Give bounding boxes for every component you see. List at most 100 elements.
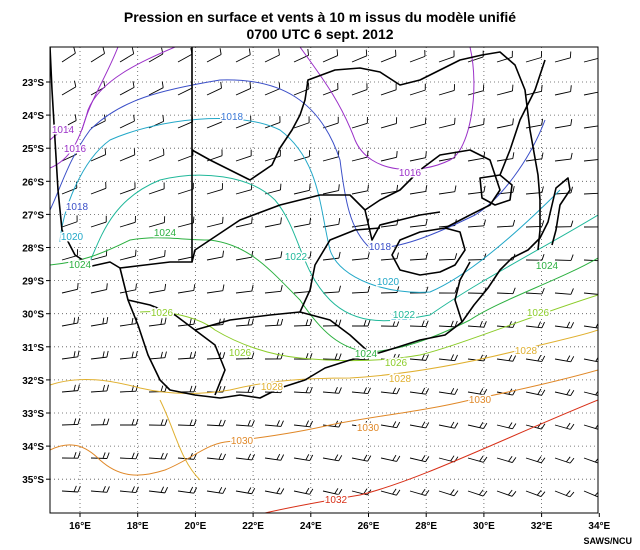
wind-barb: [235, 318, 254, 327]
wind-barb: [119, 215, 136, 228]
wind-barb: [119, 486, 139, 494]
wind-barb: [554, 85, 572, 96]
wind-barb: [496, 253, 516, 261]
isobar-1016: [50, 47, 176, 169]
wind-barb: [525, 456, 546, 464]
wind-barb: [583, 457, 598, 464]
wind-barb: [351, 49, 368, 63]
wind-barb: [293, 150, 311, 162]
isobar-label: 1024: [154, 228, 177, 239]
latitude-label: 34°S: [22, 442, 44, 453]
wind-barb: [206, 453, 226, 461]
isobar-label: 1026: [229, 348, 252, 359]
wind-barb: [90, 148, 107, 162]
map-title: Pression en surface et vents à 10 m issu…: [123, 9, 517, 25]
wind-barb: [380, 286, 400, 294]
wind-barb: [438, 320, 458, 328]
wind-barb: [148, 317, 167, 327]
longitude-label: 20°E: [185, 521, 207, 532]
wind-barb: [496, 422, 517, 430]
isobar-lines: [50, 47, 598, 513]
wind-barb: [264, 149, 281, 162]
wind-barb: [409, 83, 426, 96]
wind-barb: [148, 47, 164, 63]
wind-barb: [351, 116, 368, 129]
coastline-and-borders: [50, 47, 571, 399]
wind-barb: [235, 250, 254, 261]
wind-barb: [409, 117, 427, 129]
wind-barb: [119, 81, 135, 96]
wind-barb: [264, 116, 281, 129]
south-africa-northern-border: [191, 51, 541, 251]
wind-barb: [264, 420, 284, 427]
wind-barb: [119, 47, 135, 63]
wind-barb: [293, 217, 312, 228]
isobar-1020: [59, 118, 561, 293]
latitude-label: 35°S: [22, 475, 44, 486]
wind-barb: [61, 485, 81, 493]
wind-barb: [467, 421, 488, 429]
latitude-label: 31°S: [22, 343, 44, 354]
wind-barb: [177, 216, 195, 228]
wind-barb: [235, 284, 254, 294]
isobar-label: 1024: [355, 349, 378, 360]
wind-barb: [409, 218, 428, 228]
wind-barb: [61, 350, 80, 360]
wind-barb: [583, 356, 598, 363]
wind-barb: [583, 91, 598, 96]
isobar-label: 1026: [151, 308, 174, 319]
isobar-label: 1030: [231, 436, 254, 447]
wind-barb: [235, 48, 251, 63]
isobar-label: 1022: [285, 252, 308, 263]
isobar-1028: [50, 329, 598, 394]
wind-barb: [119, 283, 137, 294]
botswana-border: [191, 194, 441, 263]
longitude-label: 22°E: [242, 521, 264, 532]
wind-barb: [438, 50, 455, 63]
wind-barb: [264, 217, 282, 228]
wind-barb: [351, 285, 371, 294]
wind-barb: [293, 251, 312, 261]
wind-barb: [177, 115, 194, 129]
wind-barb: [293, 420, 313, 428]
wind-barb: [409, 185, 428, 195]
wind-barb: [61, 452, 81, 459]
wind-barb: [380, 488, 401, 496]
longitude-label: 16°E: [69, 521, 91, 532]
wind-barb: [293, 454, 314, 461]
wind-barb: [177, 149, 194, 162]
isobar-1024: [50, 237, 598, 353]
wind-barb: [438, 286, 458, 294]
wind-barb: [583, 57, 598, 63]
wind-barb: [438, 84, 455, 96]
wind-barb: [177, 351, 197, 360]
isobar-label: 1032: [325, 495, 348, 506]
isobar-label: 1020: [391, 312, 414, 323]
wind-barb: [409, 488, 430, 496]
wind-barb: [525, 152, 544, 162]
wind-barb: [583, 259, 598, 262]
wind-barb: [438, 388, 459, 395]
wind-barb: [119, 317, 138, 327]
wind-barb: [438, 354, 458, 362]
wind-barb: [467, 50, 484, 63]
wind-barb: [148, 216, 166, 228]
wind-barb: [61, 282, 79, 294]
wind-barb: [583, 292, 598, 295]
wind-barb: [61, 384, 80, 393]
wind-barb: [554, 254, 574, 261]
wind-barb: [554, 152, 573, 162]
wind-barb: [380, 320, 400, 327]
isobar-label: 1030: [469, 395, 492, 406]
wind-barb: [90, 215, 107, 228]
wind-barb: [496, 354, 517, 362]
wind-barb: [467, 489, 488, 497]
wind-barb: [380, 184, 399, 195]
wind-barb: [351, 319, 371, 327]
wind-barb: [583, 490, 598, 498]
wind-barb: [90, 283, 108, 294]
wind-barb: [61, 249, 79, 261]
isobar-label: 1022: [393, 310, 416, 321]
isobar-label: 1016: [64, 144, 87, 155]
wind-barb: [322, 251, 341, 261]
